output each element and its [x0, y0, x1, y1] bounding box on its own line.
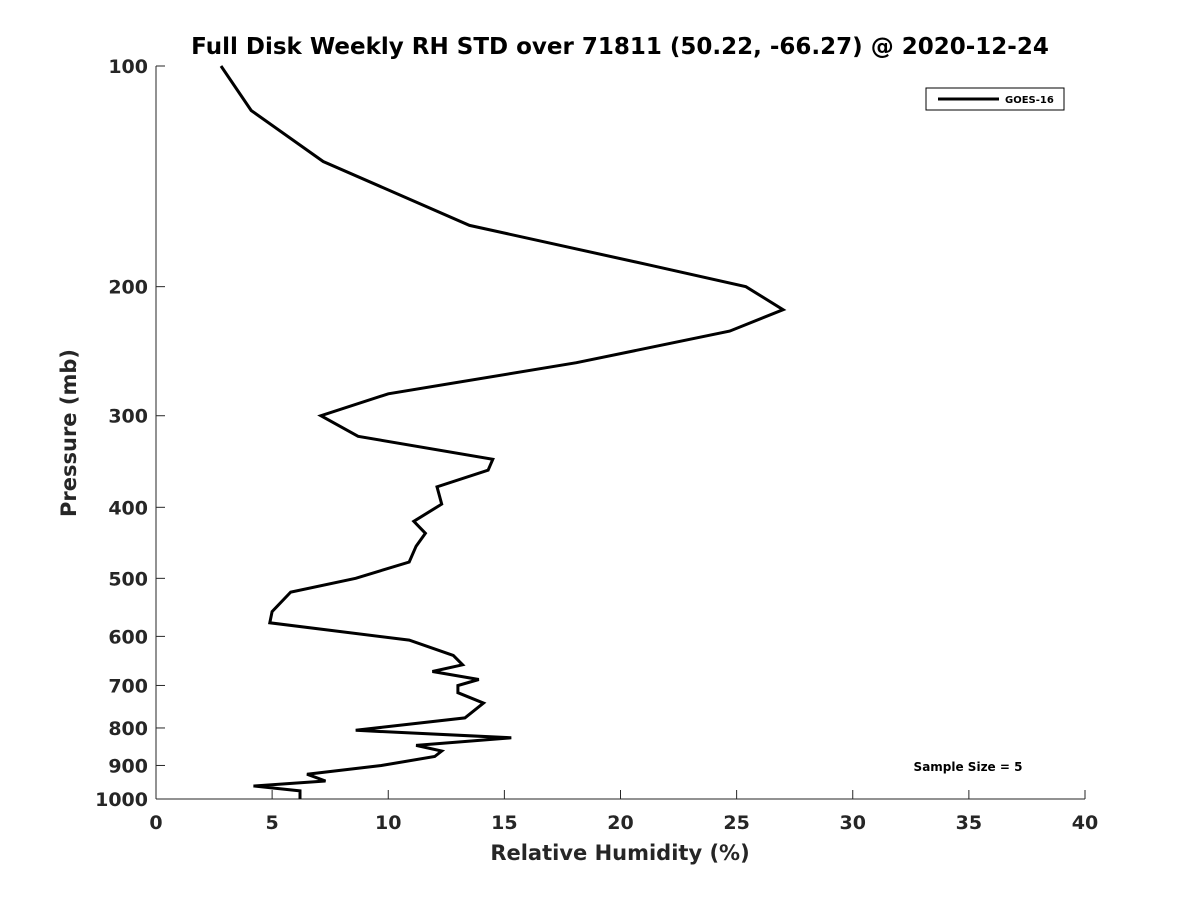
y-tick-label: 300	[108, 406, 148, 428]
y-tick-label: 900	[108, 755, 148, 777]
y-tick-label: 400	[108, 497, 148, 519]
x-tick-label: 10	[375, 812, 401, 834]
y-tick-label: 100	[108, 56, 148, 78]
y-tick-label: 500	[108, 568, 148, 590]
series-line-goes-16	[219, 65, 787, 799]
y-tick-label: 600	[108, 626, 148, 648]
x-tick-label: 0	[149, 812, 162, 834]
x-tick-label: 40	[1072, 812, 1098, 834]
sample-size-annotation: Sample Size = 5	[914, 760, 1023, 774]
y-tick-label: 1000	[95, 789, 148, 811]
y-tick-label: 200	[108, 277, 148, 299]
plot-area: 0 5 10 15 20 25 30 35 40 100 200 300 400 500 600 700 800…	[95, 56, 1098, 834]
x-axis-label: Relative Humidity (%)	[490, 841, 749, 865]
x-tick-label: 35	[956, 812, 982, 834]
x-tick-label: 5	[266, 812, 279, 834]
x-tick-label: 30	[840, 812, 866, 834]
legend-entry: GOES-16	[1005, 95, 1054, 106]
y-axis-label: Pressure (mb)	[57, 349, 81, 517]
y-tick-label: 700	[108, 675, 148, 697]
x-tick-label: 15	[491, 812, 517, 834]
legend: GOES-16	[925, 87, 1065, 111]
x-tick-label: 20	[607, 812, 633, 834]
y-tick-label: 800	[108, 718, 148, 740]
chart-title: Full Disk Weekly RH STD over 71811 (50.2…	[191, 34, 1049, 60]
x-tick-label: 25	[723, 812, 749, 834]
